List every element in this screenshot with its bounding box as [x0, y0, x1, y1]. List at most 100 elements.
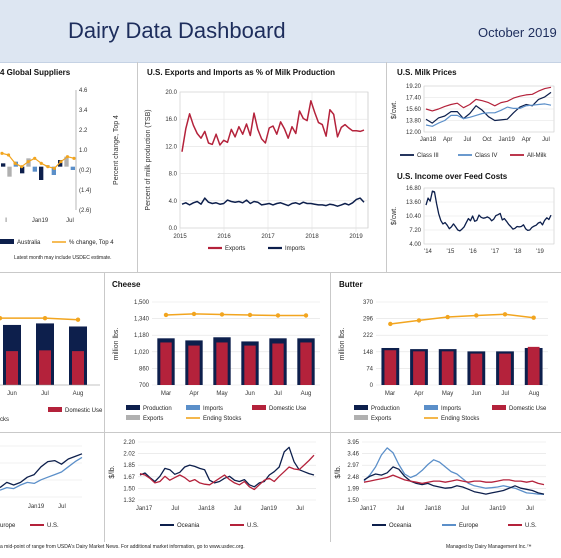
x-tick-label: Jul [461, 506, 469, 512]
x-tick-label: Jun [472, 391, 482, 397]
x-tick-label: '17 [491, 249, 499, 255]
pct-change-point [39, 161, 43, 165]
y-axis-label: Percent change, Top 4 [113, 115, 120, 185]
x-tick-label: '19 [536, 249, 544, 255]
y-tick-label: 2.02 [123, 452, 135, 458]
us-line [139, 454, 315, 491]
legend-label: % change, Top 4 [69, 240, 114, 246]
ending-stocks-point [163, 312, 169, 318]
legend-label: U.S. [247, 523, 259, 529]
divider [137, 62, 138, 272]
domestic-use-bar [188, 345, 200, 385]
oceania-line [139, 446, 315, 488]
legend-label: Class IV [475, 153, 497, 159]
ending-stocks-line [165, 313, 306, 317]
y-tick-label: 1,340 [134, 317, 150, 323]
legend-label: Oceania [389, 523, 412, 529]
us-line [363, 474, 545, 486]
domestic-use-bar [160, 342, 172, 385]
x-tick-label: '16 [469, 249, 477, 255]
cheese-title: Cheese [112, 280, 141, 289]
y-tick-label: 12.0 [165, 144, 177, 150]
legend-label: Production [371, 406, 400, 412]
milk-prices-title: U.S. Milk Prices [397, 68, 457, 77]
legend-label: Exports [143, 416, 163, 422]
ending-stocks-point [388, 321, 393, 327]
price-line [425, 103, 552, 127]
x-tick-label: Aug [529, 391, 540, 397]
divider [330, 272, 331, 432]
x-tick-label: Jan17 [360, 506, 377, 512]
x-tick-label: Aug [301, 391, 312, 397]
divider [0, 432, 561, 433]
y-tick-label: 12.00 [406, 130, 422, 136]
y-axis-label: $/cwt. [391, 207, 398, 225]
y-tick-label: 16.80 [406, 186, 422, 192]
domestic-use-bar [272, 343, 284, 385]
y-tick-label: 17.40 [406, 96, 422, 102]
divider [0, 272, 561, 273]
legend-label: Production [143, 406, 172, 412]
income-feed-title: U.S. Income over Feed Costs [397, 172, 508, 181]
legend-label: Ending Stocks [441, 416, 479, 422]
ending-stocks-point [219, 312, 225, 317]
exports-line [181, 100, 365, 152]
y-axis-label: million lbs. [339, 328, 346, 361]
domestic-use-bar [413, 351, 425, 385]
x-tick-label: Jan18 [198, 506, 215, 512]
legend-label: Domestic Use [269, 406, 307, 412]
x-tick-label: Mar [385, 391, 395, 397]
middle-price-chart: 2.20 2.02 1.85 1.67 1.50 1.32 $/lb. Jan17 Jul Jan… [109, 440, 316, 529]
x-tick-label: Jun [245, 391, 255, 397]
y-tick-label: 4.6 [79, 88, 88, 94]
y-tick-label: 2.97 [347, 463, 359, 469]
legend-label: Class III [417, 153, 439, 159]
pct-change-point [52, 166, 56, 170]
y-tick-label: 20.0 [165, 90, 177, 96]
legend-swatch [354, 415, 368, 420]
bar [32, 166, 37, 172]
butter-title: Butter [339, 280, 363, 289]
x-tick-label: '18 [514, 249, 522, 255]
domestic-use-bar [384, 350, 397, 385]
y-tick-label: (2.6) [79, 208, 91, 214]
pct-change-point [46, 165, 50, 169]
x-tick-label: Apr [522, 137, 531, 143]
legend-label: Exports [225, 246, 245, 252]
europe-line [363, 447, 545, 495]
y-tick-label: (1.4) [79, 188, 91, 194]
y-tick-label: 8.0 [169, 172, 178, 178]
pct-change-point [13, 161, 17, 165]
y-tick-label: 3.46 [347, 452, 359, 458]
y-axis-label: $/lb. [335, 465, 342, 478]
bar [20, 166, 25, 174]
ending-stocks-point [247, 312, 253, 318]
bar [64, 156, 69, 167]
legend-swatch [48, 407, 62, 412]
ending-stocks-point [275, 313, 281, 318]
y-tick-label: 1.99 [347, 486, 359, 492]
ending-stocks-line [0, 317, 79, 321]
legend-label: Imports [441, 406, 461, 412]
income-line [425, 190, 552, 232]
domestic-use-bar [499, 353, 511, 385]
y-tick-label: 1.32 [123, 498, 135, 504]
report-date: October 2019 [478, 25, 557, 40]
x-tick-label: Jan19 [498, 137, 515, 143]
legend-label: Ending Stocks [203, 416, 241, 422]
legend-label: cks [0, 417, 9, 423]
legend-swatch [252, 405, 266, 410]
ending-stocks-point [75, 317, 81, 322]
divider [104, 272, 105, 432]
y-tick-label: 2.2 [79, 128, 88, 134]
y-tick-label: 74 [366, 366, 373, 372]
x-tick-label: Jan18 [420, 137, 437, 143]
legend-label: Domestic Use [509, 406, 547, 412]
x-tick-label: May [216, 391, 227, 397]
ending-stocks-point [303, 313, 309, 318]
domestic-use-bar [470, 353, 483, 385]
y-tick-label: 2.20 [123, 440, 135, 446]
divider [330, 432, 331, 542]
cheese-chart: 1,500 1,340 1,180 1,020 860 700 million lbs. Ma… [113, 300, 320, 422]
x-tick-label: Apr [189, 391, 198, 397]
